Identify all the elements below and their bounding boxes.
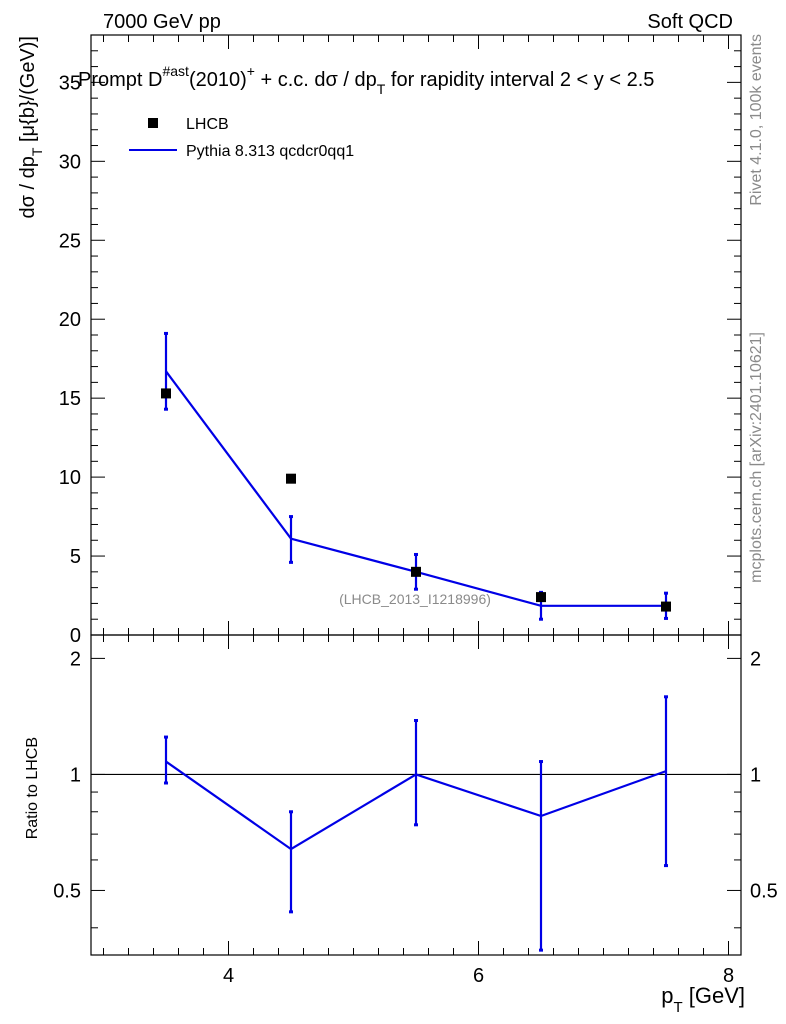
- title-sup2: +: [247, 63, 255, 79]
- main-y-tick-label-30: 30: [59, 151, 81, 173]
- ratio-y-label: Ratio to LHCB: [24, 737, 41, 839]
- x-tick-label-6: 6: [473, 965, 484, 987]
- title-sup1: #ast: [162, 63, 189, 79]
- lhcb-point-0: [161, 388, 171, 399]
- main-y-tick-label-10: 10: [59, 467, 81, 489]
- chart-title: Prompt D#ast(2010)+ + c.c. dσ / dpT for …: [78, 63, 654, 97]
- legend-label-lhcb: LHCB: [186, 116, 229, 133]
- mcplots-credit: mcplots.cern.ch [arXiv:2401.10621]: [748, 332, 765, 583]
- legend-marker-lhcb: [148, 118, 158, 128]
- title-prefix: Prompt D: [78, 69, 162, 91]
- rivet-version: Rivet 4.1.0, 100k events: [748, 34, 765, 206]
- y-label-main: dσ / dp: [17, 156, 39, 218]
- main-y-tick-label-25: 25: [59, 230, 81, 252]
- lhcb-point-4: [661, 601, 671, 612]
- ratio-y-tick-label-right-0.5: 0.5: [750, 880, 778, 902]
- ratio-y-tick-label-left-0.5: 0.5: [53, 880, 81, 902]
- legend: LHCB Pythia 8.313 qcdcr0qq1: [129, 116, 354, 160]
- main-y-tick-label-20: 20: [59, 309, 81, 331]
- ratio-y-tick-label-left-1: 1: [70, 764, 81, 786]
- x-label-main: p: [661, 983, 673, 1008]
- ratio-y-tick-label-right-2: 2: [750, 648, 761, 670]
- main-y-tick-label-35: 35: [59, 72, 81, 94]
- main-y-label: dσ / dpT [μ{b}/(GeV)]: [17, 36, 45, 219]
- header-left: 7000 GeV pp: [103, 11, 221, 33]
- legend-label-pythia: Pythia 8.313 qcdcr0qq1: [186, 143, 354, 160]
- title-mid: (2010): [189, 69, 247, 91]
- main-y-tick-label-0: 0: [70, 625, 81, 647]
- title-tail: for rapidity interval 2 < y < 2.5: [385, 69, 654, 91]
- ratio-y-tick-label-right-1: 1: [750, 764, 761, 786]
- ratio-plot-frame: [90, 634, 742, 956]
- title-rest: + c.c. dσ / dp: [255, 69, 377, 91]
- x-axis-label: pT [GeV]: [661, 983, 745, 1016]
- x-label-sub: T: [673, 999, 682, 1016]
- axes-layer: 4 6 8 0 5 10 15 20 25 30 35 0.5 0.5 1 1 2 2: [53, 35, 778, 987]
- lhcb-point-2: [411, 566, 421, 577]
- lhcb-point-3: [536, 592, 546, 603]
- lhcb-point-1: [286, 473, 296, 484]
- x-tick-label-4: 4: [223, 965, 234, 987]
- main-y-tick-label-5: 5: [70, 546, 81, 568]
- ratio-y-tick-label-left-2: 2: [70, 648, 81, 670]
- title-sub: T: [377, 81, 386, 97]
- x-tick-label-8: 8: [723, 965, 734, 987]
- y-label-tail: [μ{b}/(GeV)]: [17, 36, 39, 148]
- main-y-tick-label-15: 15: [59, 388, 81, 410]
- data-layer: [161, 331, 671, 952]
- header-right: Soft QCD: [647, 11, 733, 33]
- analysis-annotation: (LHCB_2013_I1218996): [339, 591, 491, 607]
- y-label-sub: T: [29, 147, 45, 156]
- x-label-tail: [GeV]: [683, 983, 745, 1008]
